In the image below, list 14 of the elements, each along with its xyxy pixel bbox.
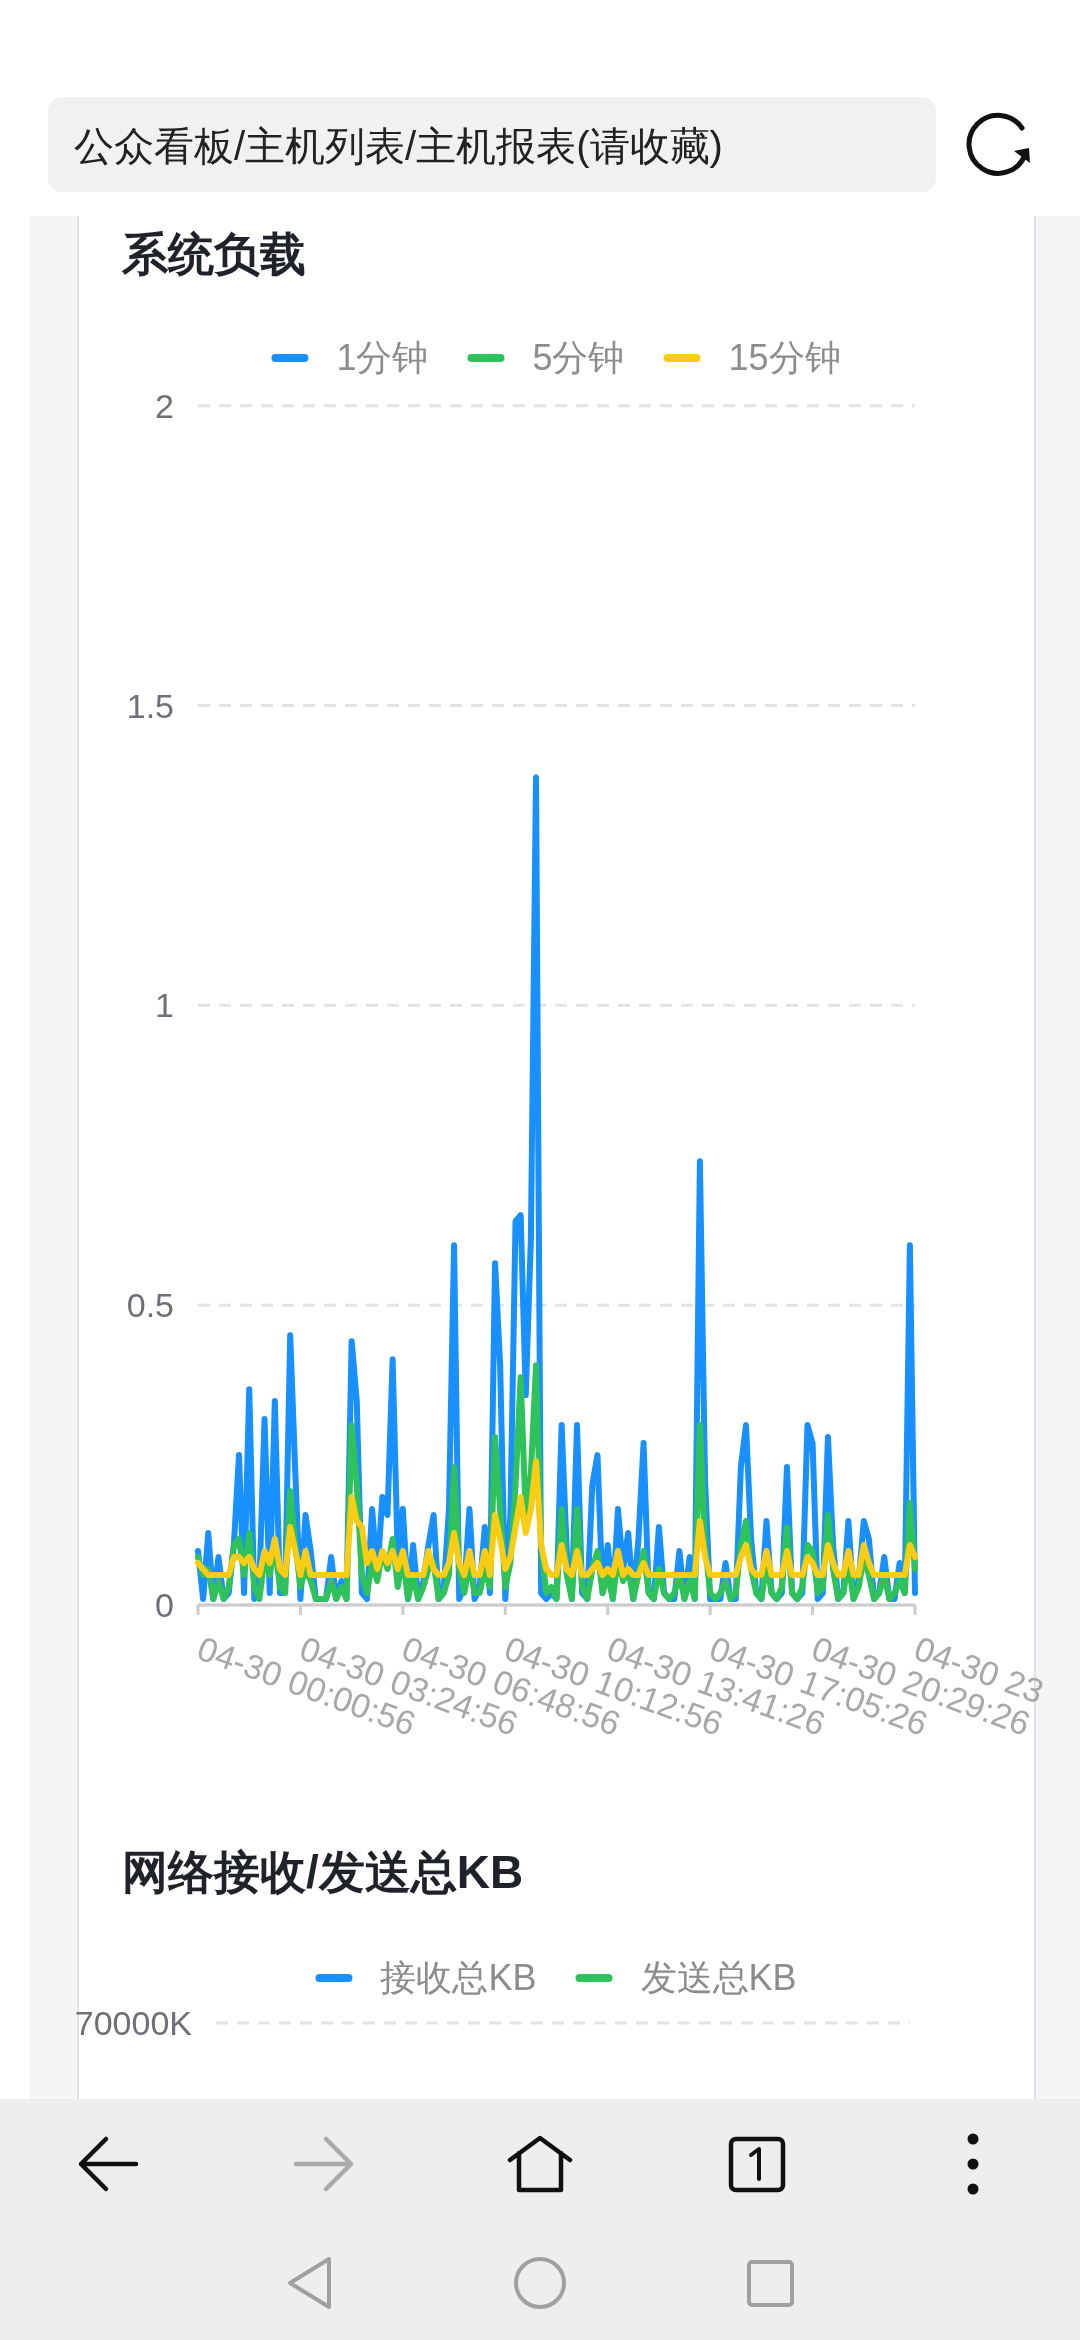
- legend-label: 15分钟: [728, 337, 841, 378]
- text: 70000K: [74, 2004, 193, 2042]
- legend-label: 1分钟: [336, 337, 429, 378]
- legend-label: 发送总KB: [640, 1957, 797, 1998]
- y-tick-label: 1: [155, 986, 174, 1025]
- legend-label: 5分钟: [532, 337, 625, 378]
- text: 网络接收/发送总KB: [122, 1846, 524, 1898]
- y-tick-label: 2: [155, 386, 174, 425]
- text: 公众看板/主机列表/主机报表(请收藏): [74, 124, 723, 168]
- y-tick-label: 1.5: [126, 686, 174, 725]
- y-tick-label: 0.5: [126, 1286, 174, 1325]
- y-tick-label: 0: [155, 1586, 174, 1624]
- chart-title: 系统负载: [121, 228, 306, 280]
- legend-label: 接收总KB: [380, 1957, 537, 1998]
